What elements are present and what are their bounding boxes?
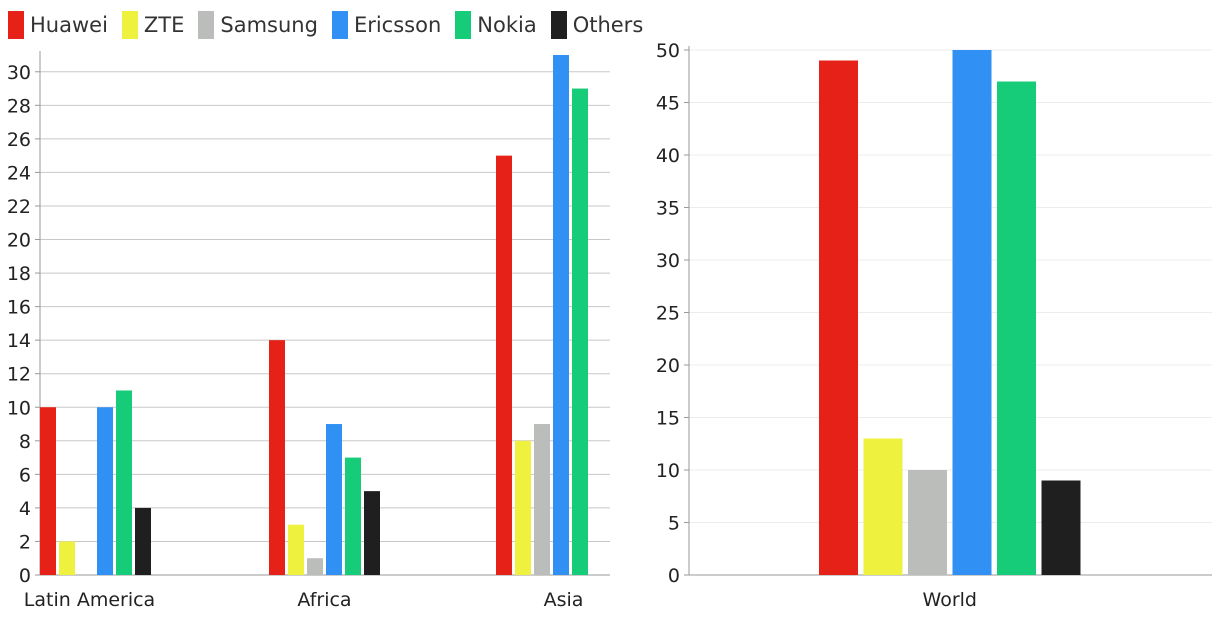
legend-item-ericsson: Ericsson bbox=[331, 11, 442, 39]
y-tick-label: 5 bbox=[668, 513, 680, 535]
y-tick-label: 6 bbox=[19, 464, 31, 486]
bar-huawei-world bbox=[819, 60, 858, 575]
legend-item-zte: ZTE bbox=[121, 11, 185, 39]
bar-zte-africa bbox=[288, 524, 304, 575]
bar-nokia-africa bbox=[345, 457, 361, 575]
bar-samsung-africa bbox=[307, 558, 323, 575]
y-tick-label: 10 bbox=[656, 460, 680, 482]
chart-legend: Huawei ZTE Samsung Ericsson Nokia Others bbox=[8, 8, 643, 42]
legend-label: Samsung bbox=[220, 13, 318, 37]
y-tick-label: 0 bbox=[19, 565, 31, 587]
bar-ericsson-asia bbox=[553, 55, 569, 575]
legend-swatch bbox=[198, 11, 215, 39]
legend-item-others: Others bbox=[550, 11, 644, 39]
y-tick-label: 10 bbox=[7, 397, 31, 419]
legend-label: Others bbox=[572, 13, 644, 37]
bar-zte-asia bbox=[515, 440, 531, 575]
legend-swatch bbox=[455, 11, 472, 39]
legend-swatch bbox=[331, 11, 348, 39]
y-tick-label: 15 bbox=[656, 408, 680, 430]
x-category-label: World bbox=[923, 589, 977, 611]
bar-ericsson-latin-america bbox=[97, 407, 113, 575]
legend-label: Huawei bbox=[30, 13, 108, 37]
x-category-label: Latin America bbox=[24, 589, 155, 611]
y-tick-label: 24 bbox=[7, 162, 31, 184]
bar-samsung-world bbox=[908, 470, 947, 575]
x-category-label: Asia bbox=[544, 589, 584, 611]
legend-label: ZTE bbox=[143, 13, 185, 37]
bar-huawei-latin-america bbox=[40, 407, 56, 575]
y-tick-label: 0 bbox=[668, 565, 680, 587]
y-tick-label: 20 bbox=[7, 230, 31, 252]
legend-swatch bbox=[121, 11, 138, 39]
legend-label: Nokia bbox=[477, 13, 537, 37]
y-tick-label: 22 bbox=[7, 196, 31, 218]
bar-ericsson-world bbox=[952, 50, 992, 575]
bar-nokia-world bbox=[997, 81, 1036, 575]
bar-ericsson-africa bbox=[326, 424, 342, 575]
y-tick-label: 50 bbox=[656, 40, 680, 62]
y-tick-label: 14 bbox=[7, 330, 31, 352]
y-tick-label: 40 bbox=[656, 145, 680, 167]
y-tick-label: 12 bbox=[7, 364, 31, 386]
y-tick-label: 16 bbox=[7, 297, 31, 319]
legend-label: Ericsson bbox=[353, 13, 442, 37]
y-tick-label: 45 bbox=[656, 93, 680, 115]
x-category-label: Africa bbox=[297, 589, 351, 611]
y-tick-label: 2 bbox=[19, 531, 31, 553]
bar-zte-latin-america bbox=[59, 541, 75, 575]
legend-item-samsung: Samsung bbox=[198, 11, 318, 39]
y-tick-label: 30 bbox=[7, 62, 31, 84]
y-tick-label: 25 bbox=[656, 303, 680, 325]
bar-samsung-asia bbox=[534, 424, 550, 575]
y-tick-label: 28 bbox=[7, 95, 31, 117]
legend-item-huawei: Huawei bbox=[8, 11, 108, 39]
legend-swatch bbox=[8, 11, 24, 39]
bar-others-africa bbox=[364, 491, 380, 575]
y-tick-label: 4 bbox=[19, 498, 31, 520]
y-tick-label: 30 bbox=[656, 250, 680, 272]
bar-zte-world bbox=[863, 438, 903, 575]
bar-nokia-latin-america bbox=[116, 390, 132, 575]
bar-others-latin-america bbox=[135, 507, 151, 575]
y-tick-label: 35 bbox=[656, 198, 680, 220]
y-tick-label: 8 bbox=[19, 431, 31, 453]
bar-huawei-asia bbox=[496, 155, 512, 576]
legend-item-nokia: Nokia bbox=[455, 11, 537, 39]
legend-swatch bbox=[550, 11, 567, 39]
y-tick-label: 18 bbox=[7, 263, 31, 285]
y-tick-label: 20 bbox=[656, 355, 680, 377]
bar-huawei-africa bbox=[269, 340, 285, 575]
bar-others-world bbox=[1041, 480, 1081, 575]
bar-nokia-asia bbox=[572, 88, 588, 575]
y-tick-label: 26 bbox=[7, 129, 31, 151]
